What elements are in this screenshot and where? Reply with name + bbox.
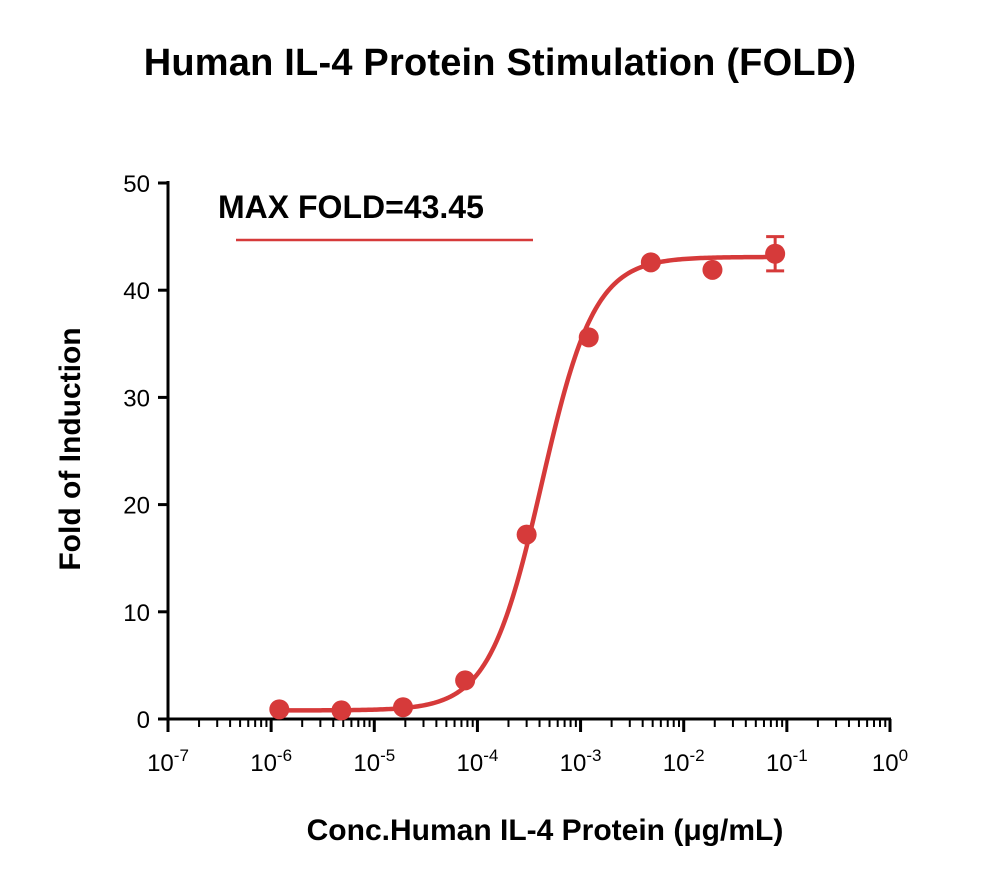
x-tick-label: 10-3 [560, 746, 602, 777]
data-point [455, 670, 476, 691]
y-tick-label: 30 [123, 385, 150, 412]
data-point [393, 697, 414, 718]
tick-group [158, 181, 892, 732]
y-tick-label: 40 [123, 278, 150, 305]
data-point [702, 259, 723, 280]
y-tick-label: 0 [137, 707, 150, 734]
data-point [765, 243, 786, 264]
label-group: 0 10 20 30 40 50 10-7 10-6 10-5 10-4 10-3 10-2 10-1 1… [54, 171, 908, 847]
y-axis-title: Fold of Induction [54, 327, 87, 570]
x-tick-label: 10-5 [353, 746, 395, 777]
fit-curve [277, 254, 778, 713]
y-tick-label: 20 [123, 493, 150, 520]
x-tick-label: 10-2 [663, 746, 705, 777]
data-points-layer [269, 235, 786, 721]
y-tick-label: 10 [123, 600, 150, 627]
axes [166, 181, 891, 721]
data-point [331, 700, 352, 721]
data-point [516, 524, 537, 545]
max-fold-annotation: MAX FOLD=43.45 [218, 189, 484, 225]
data-point [578, 327, 599, 348]
x-tick-label: 10-4 [457, 746, 499, 777]
x-tick-label: 10-6 [250, 746, 292, 777]
chart-title: Human IL-4 Protein Stimulation (FOLD) [143, 42, 857, 84]
data-point [640, 252, 661, 273]
data-point [269, 699, 290, 720]
fit-curve-layer [277, 254, 778, 713]
x-axis-title: Conc.Human IL-4 Protein (μg/mL) [307, 814, 784, 847]
y-tick-label: 50 [123, 171, 150, 198]
x-tick-label: 100 [872, 746, 908, 777]
x-tick-label: 10-7 [147, 746, 189, 777]
annotation-group: MAX FOLD=43.45 [218, 189, 533, 242]
x-tick-label: 10-1 [766, 746, 808, 777]
